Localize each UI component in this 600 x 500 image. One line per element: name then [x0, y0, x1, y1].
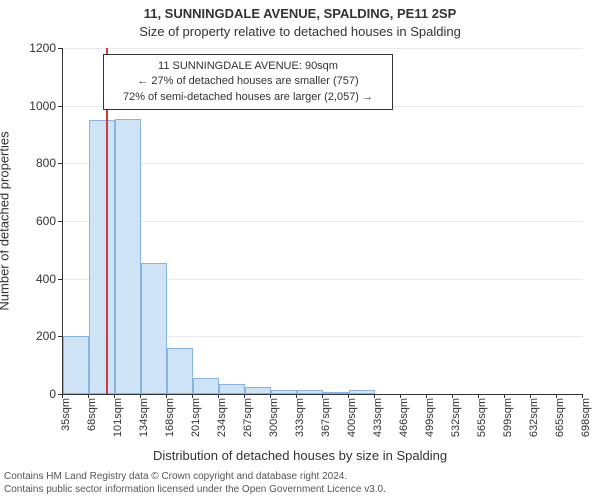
histogram-bar [271, 390, 297, 394]
gridline [63, 48, 583, 49]
info-box-line: ← 27% of detached houses are smaller (75… [112, 74, 384, 89]
y-tick-mark [58, 279, 62, 280]
gridline [63, 163, 583, 164]
y-tick-label: 400 [16, 272, 56, 286]
histogram-bar [297, 390, 324, 394]
y-axis-label: Number of detached properties [0, 131, 12, 310]
y-tick-label: 600 [16, 214, 56, 228]
footer-line-1: Contains HM Land Registry data © Crown c… [4, 470, 386, 483]
chart-subtitle: Size of property relative to detached ho… [0, 24, 600, 39]
y-tick-label: 800 [16, 156, 56, 170]
histogram-bar [167, 348, 193, 394]
histogram-bar [219, 384, 245, 394]
x-axis-label: Distribution of detached houses by size … [0, 448, 600, 463]
histogram-bar [89, 120, 115, 394]
y-tick-label: 1200 [16, 41, 56, 55]
histogram-bar [349, 390, 375, 394]
y-tick-label: 200 [16, 329, 56, 343]
info-box-line: 11 SUNNINGDALE AVENUE: 90sqm [112, 59, 384, 74]
info-box-line: 72% of semi-detached houses are larger (… [112, 90, 384, 105]
y-tick-mark [58, 48, 62, 49]
y-tick-mark [58, 221, 62, 222]
histogram-bar [115, 119, 141, 394]
y-tick-mark [58, 163, 62, 164]
y-tick-label: 1000 [16, 99, 56, 113]
y-tick-mark [58, 106, 62, 107]
histogram-bar [63, 336, 89, 394]
footer-line-2: Contains public sector information licen… [4, 483, 386, 496]
plot-area: 11 SUNNINGDALE AVENUE: 90sqm← 27% of det… [62, 48, 583, 395]
info-box: 11 SUNNINGDALE AVENUE: 90sqm← 27% of det… [103, 54, 393, 110]
histogram-bar [141, 263, 168, 394]
y-tick-mark [58, 336, 62, 337]
footer-attribution: Contains HM Land Registry data © Crown c… [4, 470, 386, 496]
gridline [63, 221, 583, 222]
histogram-bar [323, 392, 349, 394]
histogram-bar [245, 387, 271, 394]
chart-title-address: 11, SUNNINGDALE AVENUE, SPALDING, PE11 2… [0, 6, 600, 21]
histogram-bar [193, 378, 219, 394]
chart-container: { "title_line1": "11, SUNNINGDALE AVENUE… [0, 0, 600, 500]
y-tick-label: 0 [16, 387, 56, 401]
